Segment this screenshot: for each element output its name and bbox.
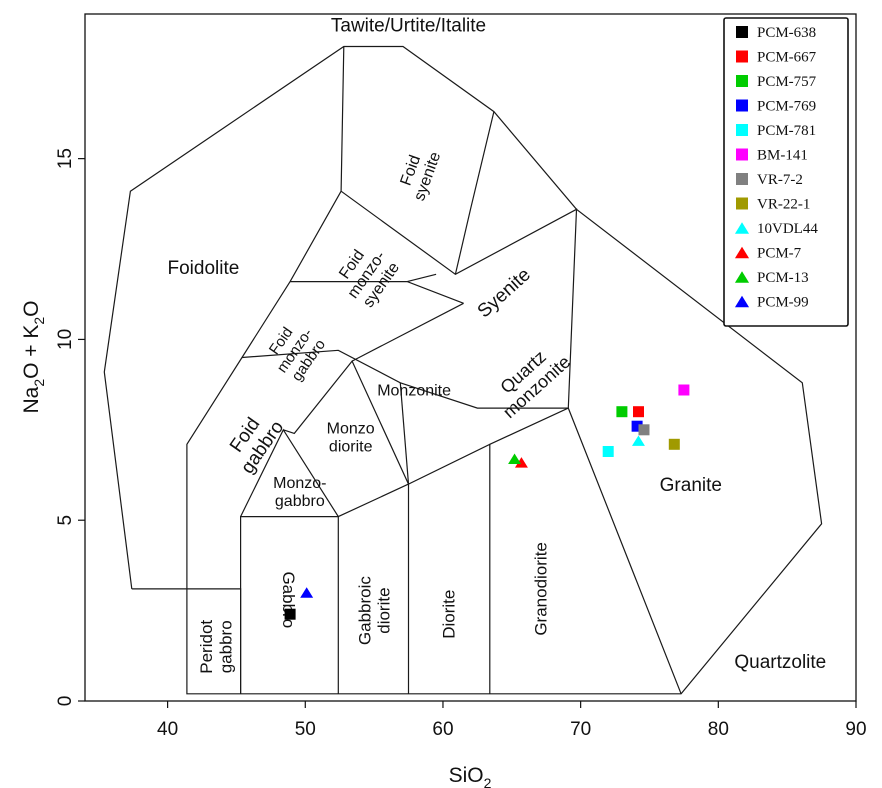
field-boundary-6	[340, 190, 578, 409]
field-label-granodiorite: Granodiorite	[532, 542, 551, 636]
field-label-foid-gabbro: Foidgabbro	[220, 405, 289, 478]
x-axis-title: SiO2	[449, 764, 492, 788]
plot-frame	[84, 13, 857, 702]
y-tick-label-10: 10	[55, 329, 76, 350]
field-label-monzo-gabbro: Monzo-gabbro	[273, 475, 326, 510]
field-label-foid-monzo-syenite: Foidmonzo-syenite	[330, 238, 404, 312]
y-tick-label-5: 5	[55, 515, 76, 526]
legend-label-pcm-781: PCM-781	[757, 123, 816, 139]
field-label-peridot-gabbro: Peridotgabbro	[197, 620, 235, 674]
x-tick-label-80: 80	[708, 719, 729, 740]
field-boundaries	[103, 45, 823, 695]
legend-marker-pcm-99	[734, 295, 750, 308]
x-tick-label-70: 70	[570, 719, 591, 740]
point-pcm-13-0	[508, 453, 522, 464]
y-axis-title: Na2O + K2O	[20, 300, 47, 413]
legend-box	[723, 17, 849, 327]
field-boundary-12	[399, 382, 410, 485]
point-bm-141-0	[678, 384, 690, 396]
field-label-quartzolite: Quartzolite	[734, 652, 826, 673]
legend-label-pcm-667: PCM-667	[757, 50, 817, 66]
x-axis-ticks: 40 50 60 70 80 90	[157, 701, 867, 740]
y-axis-ticks: 0 5 10 15	[55, 148, 85, 706]
field-boundary-2	[240, 515, 339, 694]
legend-marker-pcm-781	[736, 124, 748, 136]
point-pcm-781-0	[602, 446, 614, 457]
legend-marker-pcm-7	[734, 246, 750, 259]
field-label-quartz-monzonite: Quartzmonzonite	[486, 337, 575, 422]
field-label-foid-syenite: Foidsyenite	[394, 144, 444, 204]
field-label-gabbroic-diorite: Gabbroicdiorite	[356, 576, 394, 645]
legend-label-bm-141: BM-141	[757, 148, 808, 164]
field-label-diorite: Diorite	[439, 590, 458, 639]
field-boundary-0	[103, 45, 823, 695]
y-tick-label-15: 15	[55, 148, 76, 169]
point-10vdl44-0	[631, 435, 645, 446]
legend-label-pcm-7: PCM-7	[757, 246, 802, 262]
field-boundary-5	[489, 407, 682, 695]
field-boundary-3	[407, 443, 491, 694]
legend-label-vr-7-2: VR-7-2	[757, 172, 803, 188]
legend-label-vr-22-1: VR-22-1	[757, 197, 810, 213]
legend-label-pcm-13: PCM-13	[757, 270, 809, 286]
legend-marker-bm-141	[736, 148, 748, 161]
field-boundary-10	[351, 302, 464, 362]
point-pcm-769-0	[631, 420, 643, 432]
field-label-foidolite: Foidolite	[167, 258, 239, 279]
field-boundary-11	[407, 273, 437, 283]
legend-marker-pcm-757	[736, 75, 748, 87]
x-tick-label-90: 90	[845, 719, 866, 740]
field-label-syenite: Syenite	[474, 264, 535, 322]
legend-marker-pcm-769	[736, 99, 748, 112]
legend-marker-pcm-13	[734, 271, 750, 283]
x-tick-label-50: 50	[295, 719, 316, 740]
point-pcm-667-0	[633, 406, 644, 418]
field-boundary-7	[454, 111, 495, 275]
legend-label-pcm-99: PCM-99	[757, 295, 809, 311]
field-label-foid-monzo-gabbro: Foidmonzo-gabbro	[260, 316, 330, 386]
legend-label-pcm-769: PCM-769	[757, 99, 816, 115]
field-label-tawite-urtite-italite: Tawite/Urtite/Italite	[331, 15, 486, 36]
point-pcm-7-0	[514, 457, 528, 468]
legend-marker-10vdl44	[734, 222, 750, 234]
legend-label-pcm-638: PCM-638	[757, 25, 816, 41]
legend-label-10vdl44: 10VDL44	[757, 221, 818, 237]
legend-marker-vr-22-1	[736, 197, 748, 210]
field-label-monzonite: Monzonite	[377, 383, 451, 400]
point-vr-22-1-0	[668, 438, 680, 450]
legend-marker-pcm-638	[736, 26, 748, 38]
point-vr-7-2-0	[638, 424, 650, 436]
point-pcm-757-0	[616, 406, 628, 418]
legend: PCM-638 PCM-667 PCM-757 PCM-769 PCM-781 BM-14…	[723, 17, 849, 327]
legend-label-pcm-757: PCM-757	[757, 74, 817, 90]
data-points	[284, 384, 690, 620]
y-tick-label-0: 0	[55, 696, 76, 707]
field-label-granite: Granite	[660, 475, 722, 496]
legend-marker-vr-7-2	[736, 173, 748, 185]
field-label-monzo-diorite: Monzo diorite	[327, 421, 375, 456]
x-tick-label-60: 60	[432, 719, 453, 740]
legend-marker-pcm-667	[736, 50, 748, 63]
point-pcm-99-0	[300, 587, 314, 598]
x-tick-label-40: 40	[157, 719, 178, 740]
point-pcm-638-0	[284, 608, 296, 620]
